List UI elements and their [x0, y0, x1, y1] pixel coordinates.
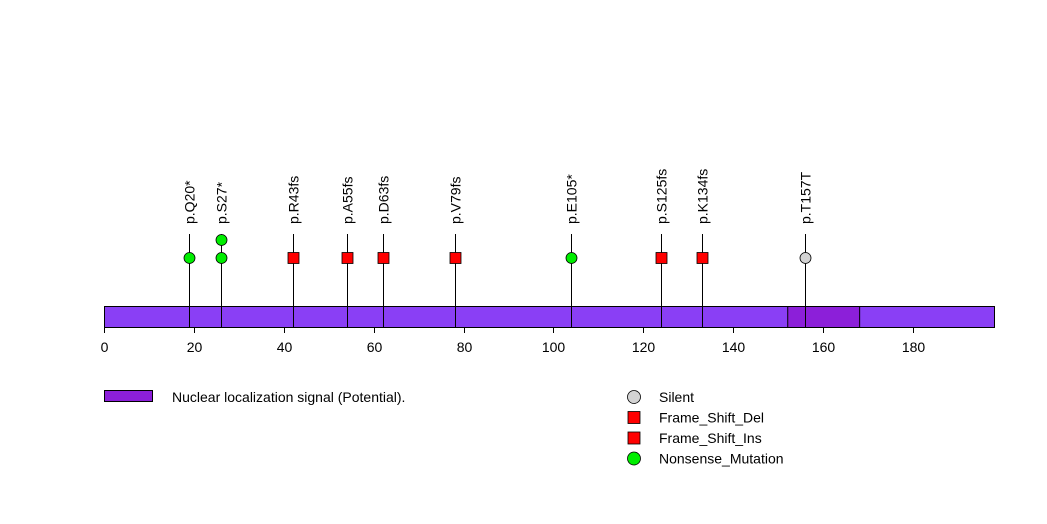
mutation-head[interactable] [215, 252, 228, 264]
x-axis-tick-label: 60 [367, 339, 383, 355]
x-axis-tick-label: 120 [632, 339, 656, 355]
type-legend-marker [627, 431, 641, 445]
type-legend-label: Frame_Shift_Ins [659, 430, 762, 446]
x-axis-tick-label: 160 [812, 339, 836, 355]
mutation-label: p.S125fs [654, 169, 670, 224]
mutation-label: p.K134fs [695, 169, 711, 224]
x-axis-tick-label: 140 [722, 339, 746, 355]
type-legend-label: Nonsense_Mutation [659, 451, 784, 467]
mutation-label: p.R43fs [286, 176, 302, 224]
mutation-label: p.D63fs [376, 176, 392, 224]
x-axis-tick-label: 20 [187, 339, 203, 355]
type-legend-label: Frame_Shift_Del [659, 410, 764, 426]
x-axis-tick-label: 0 [101, 339, 109, 355]
mutation-head[interactable] [183, 252, 196, 264]
mutation-head[interactable] [696, 252, 709, 264]
mutation-label: p.V79fs [448, 177, 464, 224]
x-axis-tick-label: 180 [902, 339, 926, 355]
mutation-label: p.A55fs [340, 177, 356, 224]
x-axis-tick-label: 100 [542, 339, 566, 355]
protein-backbone [104, 306, 995, 328]
mutation-head[interactable] [341, 252, 354, 264]
type-legend-label: Silent [659, 389, 694, 405]
mutation-head[interactable] [655, 252, 668, 264]
mutation-label: p.E105* [564, 174, 580, 224]
mutation-head[interactable] [287, 252, 300, 264]
x-axis-tick-label: 80 [457, 339, 473, 355]
mutation-head[interactable] [377, 252, 390, 264]
type-legend-marker [627, 390, 641, 404]
mutation-head[interactable] [215, 234, 228, 246]
mutation-head[interactable] [449, 252, 462, 264]
domain-legend-label: Nuclear localization signal (Potential). [172, 389, 405, 405]
type-legend-marker [627, 451, 641, 466]
mutation-head[interactable] [799, 252, 812, 264]
mutation-head[interactable] [565, 252, 578, 264]
mutation-label: p.S27* [214, 181, 230, 224]
mutation-label: p.Q20* [182, 180, 198, 224]
type-legend-marker [627, 411, 641, 424]
mutation-label: p.T157T [798, 171, 814, 224]
domain-region [787, 306, 861, 328]
x-axis-tick-label: 40 [277, 339, 293, 355]
domain-legend-swatch [104, 390, 153, 402]
